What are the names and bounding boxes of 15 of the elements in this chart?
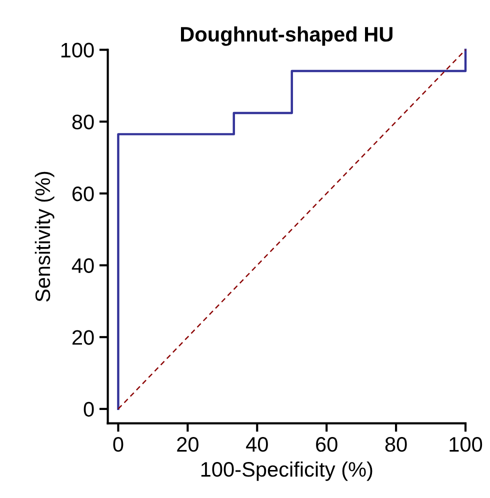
y-tick-label: 20 — [72, 330, 94, 345]
y-tick-label: 40 — [72, 258, 94, 274]
x-tick-label: 0 — [113, 437, 124, 452]
y-tick-label: 60 — [72, 186, 94, 202]
y-axis-title: Sensitivity (%) — [34, 172, 54, 302]
y-tick-label: 100 — [61, 42, 94, 58]
x-tick-label: 40 — [246, 437, 268, 452]
x-tick-label: 60 — [316, 437, 338, 452]
x-axis-title: 100-Specificity (%) — [201, 461, 372, 481]
y-tick-label: 80 — [72, 114, 94, 130]
chart-title: Doughnut-shaped HU — [181, 26, 392, 46]
x-tick-label: 80 — [385, 437, 407, 452]
y-tick-label: 0 — [84, 402, 94, 417]
x-tick-label: 20 — [177, 437, 198, 452]
x-tick-label: 100 — [450, 437, 482, 452]
